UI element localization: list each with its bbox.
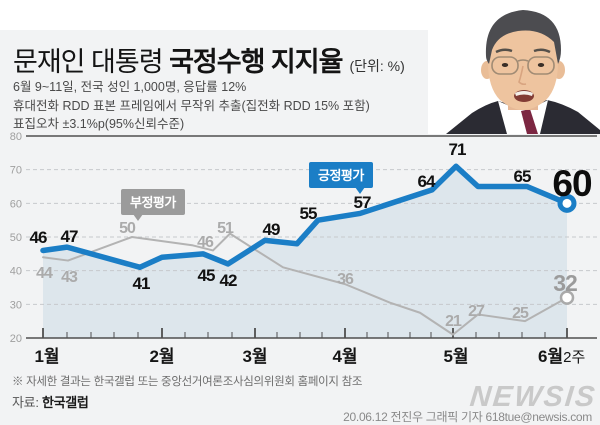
survey-notes: 6월 9~11일, 전국 성인 1,000명, 응답률 12% 휴대전화 RDD… (13, 78, 370, 134)
month-label: 6월2주 (538, 347, 585, 366)
y-tick-label: 50 (10, 232, 22, 244)
positive-value-label: 65 (514, 167, 531, 186)
negative-value-label: 25 (512, 305, 529, 322)
survey-note-line: 표집오차 ±3.1%p(95%신뢰수준) (13, 117, 185, 131)
negative-value-label: 46 (197, 234, 214, 251)
positive-value-label: 46 (30, 228, 47, 247)
negative-value-label: 44 (36, 265, 53, 282)
president-photo-box (428, 0, 600, 134)
title-regular: 문재인 대통령 (13, 47, 164, 77)
positive-value-label: 60 (552, 163, 592, 204)
positive-area-fill (43, 166, 567, 338)
negative-series-badge: 부정평가 (121, 189, 185, 221)
negative-line (42, 232, 568, 336)
source-value: 한국갤럽 (41, 395, 89, 410)
positive-value-label: 47 (61, 227, 78, 246)
positive-value-label: 57 (354, 193, 371, 212)
negative-value-label: 32 (553, 270, 577, 296)
negative-value-label: 27 (468, 303, 485, 320)
negative-value-label: 21 (445, 313, 462, 330)
positive-value-label: 41 (133, 274, 150, 293)
y-tick-label: 40 (10, 266, 22, 278)
month-label: 3월 (242, 347, 267, 366)
portrait-head (481, 10, 565, 110)
positive-value-label: 49 (263, 220, 280, 239)
positive-line (40, 163, 570, 271)
source-label: 자료: (12, 395, 39, 410)
title-unit: (단위: %) (349, 58, 405, 74)
y-tick-label: 70 (10, 165, 22, 177)
positive-value-label: 55 (300, 204, 317, 223)
negative-value-label: 50 (119, 220, 136, 237)
month-label: 2월 (149, 347, 174, 366)
footnote: ※ 자세한 결과는 한국갤럽 또는 중앙선거여론조사심의위원회 홈페이지 참조 (12, 376, 363, 388)
negative-value-label: 51 (217, 220, 234, 237)
month-label: 5월 (443, 347, 468, 366)
negative-value-label: 36 (337, 271, 354, 288)
y-tick-label: 80 (10, 131, 22, 143)
positive-value-label: 45 (198, 266, 215, 285)
positive-value-label: 64 (418, 172, 436, 191)
negative-end-marker (559, 290, 575, 305)
positive-series-badge: 긍정평가 (309, 162, 373, 194)
source-line: 자료: 한국갤럽 (12, 392, 89, 411)
negative-value-label: 43 (61, 269, 78, 286)
survey-note-line: 6월 9~11일, 전국 성인 1,000명, 응답률 12% (13, 80, 247, 94)
survey-note-line: 휴대전화 RDD 표본 프레임에서 무작위 추출(집전화 RDD 15% 포함) (13, 98, 370, 113)
positive-value-label: 71 (449, 140, 466, 159)
month-label: 4월 (332, 347, 357, 366)
y-tick-label: 30 (10, 299, 22, 311)
y-tick-label: 20 (10, 333, 22, 345)
president-portrait (446, 10, 600, 134)
positive-value-label: 42 (220, 271, 237, 290)
credit-line: 20.06.12 전진우 그래픽 기자 618tue@newsis.com (343, 410, 592, 424)
month-label: 1월 (34, 347, 59, 366)
page-title: 문재인 대통령 국정수행 지지율 (단위: %) (13, 40, 405, 79)
y-tick-label: 60 (10, 198, 22, 210)
positive-end-marker (557, 193, 577, 213)
title-bold: 국정수행 지지율 (169, 47, 343, 77)
